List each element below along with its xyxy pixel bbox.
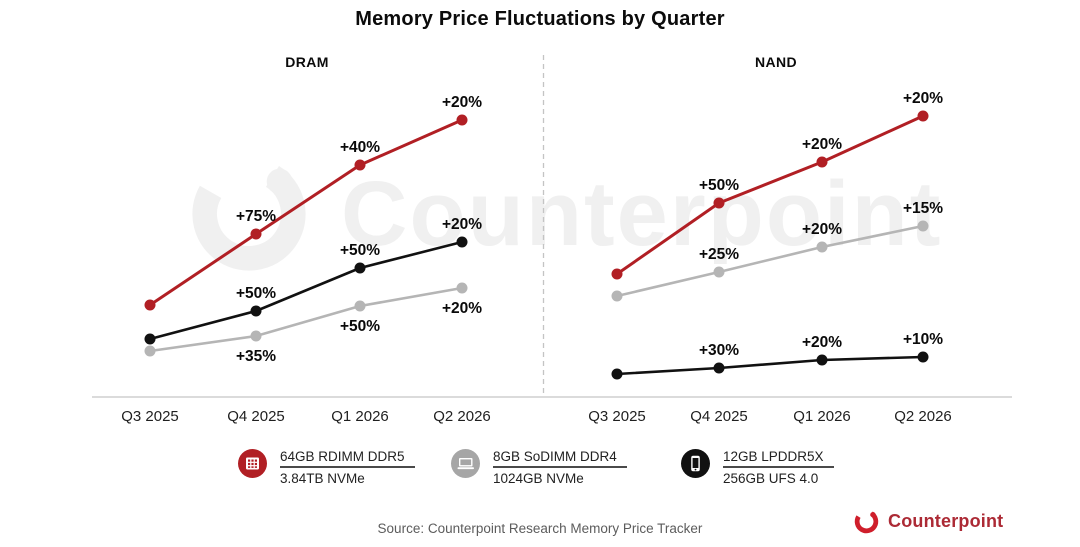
x-tick-label: Q3 2025 bbox=[588, 408, 646, 425]
panel-title-nand: NAND bbox=[754, 54, 798, 70]
data-point bbox=[816, 241, 828, 253]
data-point bbox=[713, 266, 725, 278]
series-line bbox=[148, 286, 464, 353]
data-label: +35% bbox=[236, 348, 276, 365]
data-point bbox=[456, 236, 468, 248]
brand-name: Counterpoint bbox=[888, 511, 1004, 531]
data-point bbox=[456, 282, 468, 294]
x-tick-label: Q3 2025 bbox=[121, 408, 179, 425]
series-line bbox=[615, 114, 925, 276]
data-point bbox=[144, 345, 156, 357]
counterpoint-logo-mark-icon bbox=[854, 509, 879, 534]
data-point bbox=[354, 300, 366, 312]
x-tick-label: Q4 2025 bbox=[227, 408, 285, 425]
counterpoint-logo: Counterpoint bbox=[853, 508, 1003, 535]
data-label: +50% bbox=[236, 285, 276, 302]
data-point bbox=[250, 228, 262, 240]
data-point bbox=[816, 354, 828, 366]
data-label: +20% bbox=[802, 334, 842, 351]
legend-dram-label: 12GB LPDDR5X bbox=[723, 449, 834, 468]
data-label: +25% bbox=[699, 246, 739, 263]
data-label: +10% bbox=[903, 331, 943, 348]
legend-nand-label: 1024GB NVMe bbox=[493, 471, 584, 486]
data-point bbox=[713, 197, 725, 209]
laptop-icon bbox=[451, 449, 480, 478]
legend-nand-label: 256GB UFS 4.0 bbox=[723, 471, 819, 486]
data-label: +20% bbox=[442, 300, 482, 317]
data-label: +20% bbox=[802, 136, 842, 153]
smartphone-icon bbox=[681, 449, 710, 478]
data-point bbox=[144, 299, 156, 311]
data-point bbox=[917, 351, 929, 363]
memory-module-icon bbox=[238, 449, 267, 478]
series-line bbox=[148, 240, 464, 341]
x-tick-label: Q4 2025 bbox=[690, 408, 748, 425]
data-label: +50% bbox=[340, 318, 380, 335]
data-point bbox=[250, 305, 262, 317]
legend-dram-label: 8GB SoDIMM DDR4 bbox=[493, 449, 627, 468]
data-point bbox=[354, 159, 366, 171]
data-point bbox=[611, 268, 623, 280]
legend-nand-label: 3.84TB NVMe bbox=[280, 471, 365, 486]
data-label: +50% bbox=[340, 242, 380, 259]
legend-item-server: 64GB RDIMM DDR5 3.84TB NVMe bbox=[238, 449, 415, 486]
legend-dram-label: 64GB RDIMM DDR5 bbox=[280, 449, 415, 468]
series-line bbox=[615, 355, 925, 376]
data-point bbox=[354, 262, 366, 274]
data-point bbox=[713, 362, 725, 374]
data-label: +20% bbox=[442, 94, 482, 111]
legend-item-smartphone: 12GB LPDDR5X 256GB UFS 4.0 bbox=[681, 449, 834, 486]
chart-area: Q3 2025 Q4 2025 Q1 2026 Q2 2026 +75% +40% +20%… bbox=[92, 55, 1012, 425]
page-title: Memory Price Fluctuations by Quarter bbox=[355, 8, 725, 30]
data-point bbox=[611, 290, 623, 302]
legend-item-pc: 8GB SoDIMM DDR4 1024GB NVMe bbox=[451, 449, 627, 486]
data-point bbox=[816, 156, 828, 168]
series-line bbox=[615, 224, 925, 298]
data-point bbox=[456, 114, 468, 126]
x-tick-label: Q1 2026 bbox=[793, 408, 851, 425]
data-label: +75% bbox=[236, 208, 276, 225]
data-point bbox=[250, 330, 262, 342]
x-tick-label: Q2 2026 bbox=[433, 408, 491, 425]
data-label: +30% bbox=[699, 342, 739, 359]
data-label: +20% bbox=[802, 221, 842, 238]
data-point bbox=[611, 368, 623, 380]
data-point bbox=[917, 110, 929, 122]
data-label: +50% bbox=[699, 177, 739, 194]
data-label: +20% bbox=[442, 216, 482, 233]
data-point bbox=[917, 220, 929, 232]
data-label: +40% bbox=[340, 139, 380, 156]
data-label: +15% bbox=[903, 200, 943, 217]
series-line bbox=[148, 118, 464, 307]
data-label: +20% bbox=[903, 90, 943, 107]
source-attribution: Source: Counterpoint Research Memory Pri… bbox=[377, 521, 703, 536]
data-point bbox=[144, 333, 156, 345]
x-tick-label: Q1 2026 bbox=[331, 408, 389, 425]
x-tick-label: Q2 2026 bbox=[894, 408, 952, 425]
panel-title-dram: DRAM bbox=[285, 54, 329, 70]
